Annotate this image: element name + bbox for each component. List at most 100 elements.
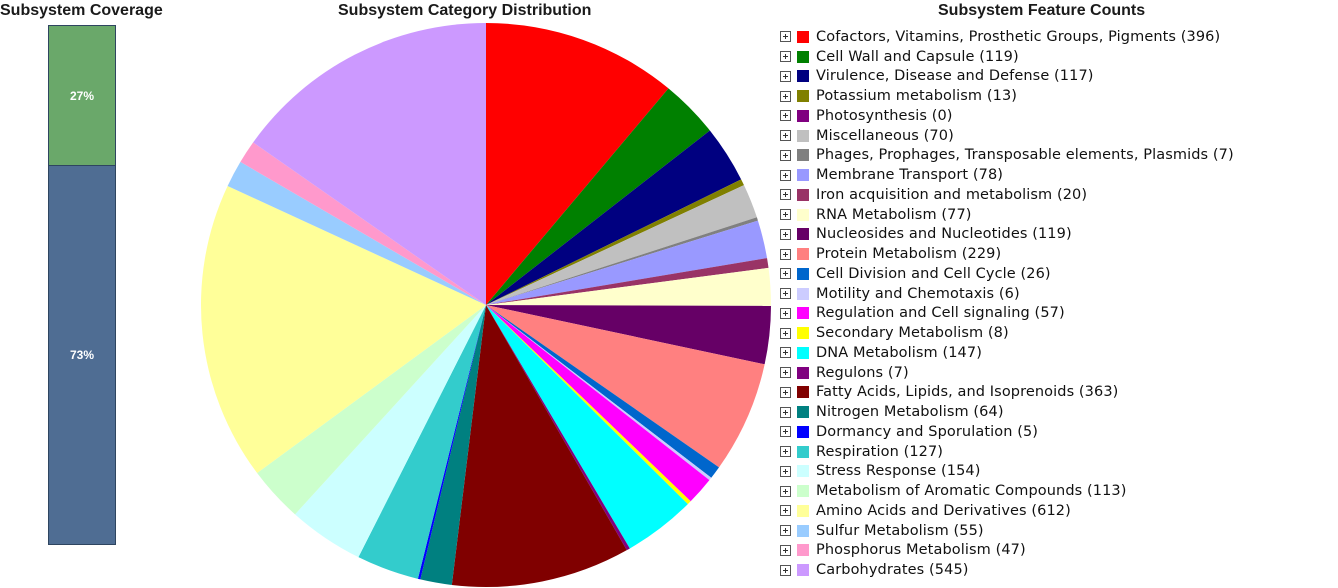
expand-plus-icon[interactable] [780,209,791,221]
pie-slice-26 [227,161,487,305]
expand-plus-icon[interactable] [780,149,791,161]
expand-plus-icon[interactable] [780,386,791,398]
expand-plus-icon[interactable] [780,406,791,418]
legend-item: Secondary Metabolism (8) [780,323,1234,343]
expand-plus-icon[interactable] [780,327,791,339]
legend-label: Photosynthesis (0) [816,107,953,124]
pie-slice-28 [253,22,486,305]
legend-swatch [797,524,809,537]
legend-item: Motility and Chemotaxis (6) [780,284,1234,304]
legend-label: Cell Wall and Capsule (119) [816,48,1019,65]
legend-swatch [797,228,809,241]
expand-plus-icon[interactable] [780,189,791,201]
expand-plus-icon[interactable] [780,288,791,300]
legend-swatch [797,129,809,142]
legend-label: Protein Metabolism (229) [816,246,1002,263]
legend: Cofactors, Vitamins, Prosthetic Groups, … [780,27,1234,580]
pie-slice-10 [486,267,772,306]
legend-label: Membrane Transport (78) [816,167,1004,184]
expand-plus-icon[interactable] [780,90,791,102]
pie-slice-7 [486,217,758,305]
legend-label: Stress Response (154) [816,463,981,480]
legend-item: Phosphorus Metabolism (47) [780,541,1234,561]
expand-plus-icon[interactable] [780,347,791,359]
legend-item: Sulfur Metabolism (55) [780,521,1234,541]
coverage-bar: 27% 73% [48,25,116,545]
legend-swatch [797,188,809,201]
legend-item: Nucleosides and Nucleotides (119) [780,225,1234,245]
expand-plus-icon[interactable] [780,367,791,379]
pie-chart-title: Subsystem Category Distribution [338,2,592,19]
legend-item: Virulence, Disease and Defense (117) [780,67,1234,87]
expand-plus-icon[interactable] [780,465,791,477]
expand-plus-icon[interactable] [780,51,791,63]
legend-swatch [797,425,809,438]
expand-plus-icon[interactable] [780,31,791,43]
expand-plus-icon[interactable] [780,169,791,181]
legend-label: Virulence, Disease and Defense (117) [816,68,1094,85]
legend-swatch [797,149,809,162]
legend-item: Membrane Transport (78) [780,165,1234,185]
expand-plus-icon[interactable] [780,268,791,280]
legend-label: Phosphorus Metabolism (47) [816,542,1026,559]
expand-plus-icon[interactable] [780,446,791,458]
expand-plus-icon[interactable] [780,505,791,517]
legend-swatch [797,504,809,517]
expand-plus-icon[interactable] [780,70,791,82]
legend-item: Potassium metabolism (13) [780,86,1234,106]
legend-label: Iron acquisition and metabolism (20) [816,186,1088,203]
pie-slice-6 [486,185,757,305]
coverage-uncovered-segment: 73% [49,166,115,544]
coverage-title: Subsystem Coverage [0,2,163,19]
legend-label: Cofactors, Vitamins, Prosthetic Groups, … [816,28,1221,45]
expand-plus-icon[interactable] [780,544,791,556]
expand-plus-icon[interactable] [780,248,791,260]
legend-item: Regulation and Cell signaling (57) [780,304,1234,324]
legend-swatch [797,267,809,280]
expand-plus-icon[interactable] [780,564,791,576]
legend-label: Fatty Acids, Lipids, and Isoprenoids (36… [816,384,1119,401]
legend-swatch [797,70,809,83]
pie-chart [200,22,772,588]
pie-slice-27 [240,142,486,305]
legend-item: Protein Metabolism (229) [780,244,1234,264]
expand-plus-icon[interactable] [780,130,791,142]
expand-plus-icon[interactable] [780,110,791,122]
pie-slice-24 [257,305,486,515]
legend-item: Stress Response (154) [780,462,1234,482]
legend-title: Subsystem Feature Counts [938,2,1146,19]
legend-item: Iron acquisition and metabolism (20) [780,185,1234,205]
pie-slice-19 [451,305,627,588]
pie-slice-23 [295,305,486,558]
legend-swatch [797,406,809,419]
legend-swatch [797,366,809,379]
legend-label: Nucleosides and Nucleotides (119) [816,226,1072,243]
expand-plus-icon[interactable] [780,525,791,537]
pie-slice-22 [358,305,486,579]
legend-item: Dormancy and Sporulation (5) [780,422,1234,442]
pie-slice-11 [486,305,771,365]
pie-slice-3 [486,130,742,305]
expand-plus-icon[interactable] [780,228,791,240]
legend-item: Regulons (7) [780,363,1234,383]
pie-slice-16 [486,305,691,505]
pie-slice-1 [486,23,669,305]
pie-slice-21 [417,305,486,580]
legend-label: Carbohydrates (545) [816,562,969,579]
legend-label: Nitrogen Metabolism (64) [816,404,1004,421]
legend-item: Cell Division and Cell Cycle (26) [780,264,1234,284]
pie-slice-14 [486,305,712,481]
legend-item: Cofactors, Vitamins, Prosthetic Groups, … [780,27,1234,47]
legend-label: Dormancy and Sporulation (5) [816,423,1039,440]
expand-plus-icon[interactable] [780,307,791,319]
pie-slice-9 [486,258,769,305]
expand-plus-icon[interactable] [780,485,791,497]
expand-plus-icon[interactable] [780,426,791,438]
pie-slice-18 [486,305,630,551]
legend-swatch [797,208,809,221]
legend-label: Regulation and Cell signaling (57) [816,305,1065,322]
legend-item: Miscellaneous (70) [780,126,1234,146]
legend-swatch [797,564,809,577]
legend-label: Amino Acids and Derivatives (612) [816,502,1071,519]
legend-swatch [797,346,809,359]
